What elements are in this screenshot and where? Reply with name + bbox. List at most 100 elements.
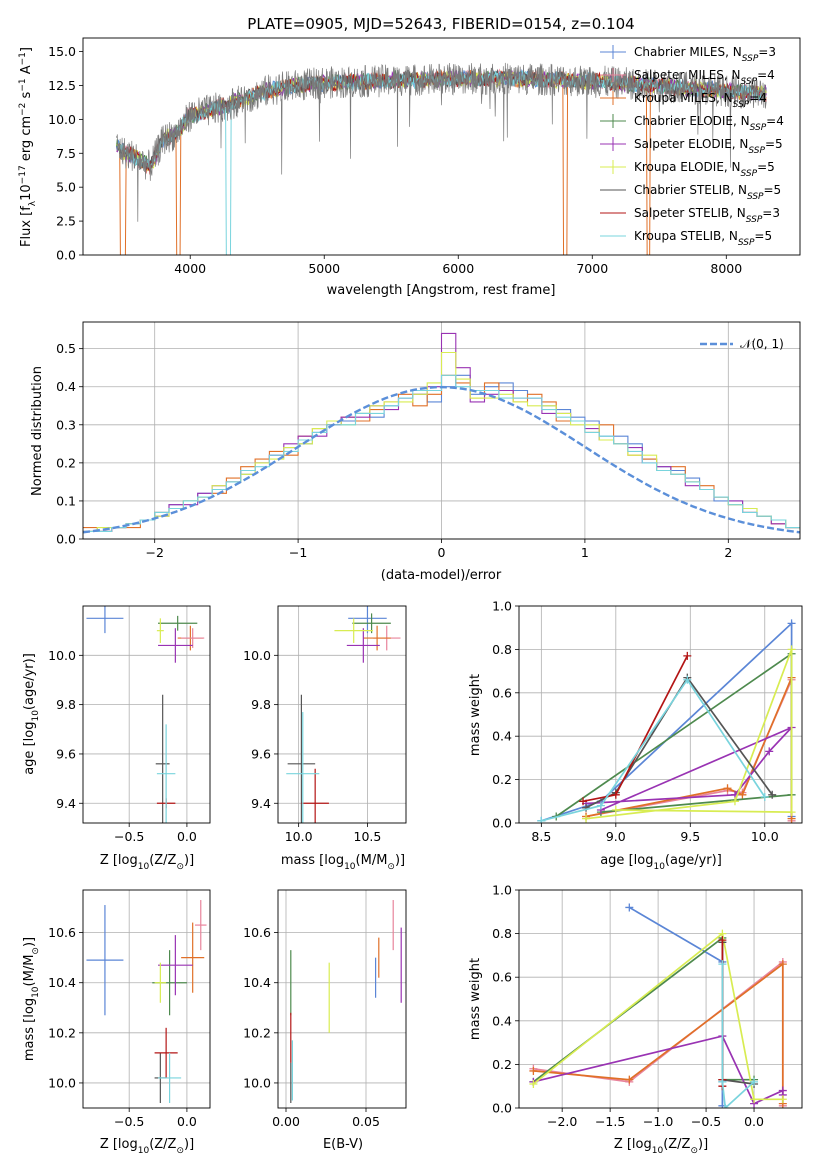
mass-weight-marker [596,801,605,810]
x-tick-label: 9.5 [680,829,700,844]
y-tick-label: 0.2 [56,455,76,470]
y-tick-label: 9.8 [56,697,76,712]
age-vs-metallicity-plot-area: −0.5 0.0 9.4 9.6 9.8 10.0 [48,605,211,844]
x-tick-label: −2.0 [547,1114,577,1129]
residuals-y-label: Normed distribution [30,366,45,496]
x-tick-label: −0.5 [114,829,144,844]
y-tick-label: 10.2 [48,1025,76,1040]
mass-weight-marker [625,903,634,912]
y-tick-label: 1.0 [492,599,512,614]
mass-weight-marker [787,645,796,654]
mass-weight-line [541,678,766,822]
y-tick-label: 15.0 [48,44,76,59]
x-tick-label: 0.0 [177,1114,197,1129]
mass-weight-marker [582,803,591,812]
y-tick-label: 10.0 [48,1075,76,1090]
mass-weight-vs-metallicity-plot-area: −2.0 −1.5 −1.0 −0.5 0.0 0.0 0.2 0.4 0.6 0.8 1.0 [492,883,803,1129]
x-tick-label: 2 [724,545,732,560]
plot-data-layer [286,606,401,823]
y-tick-label: 10.6 [243,925,271,940]
mass-weight-marker [787,808,796,817]
mass-weight-marker [718,936,727,945]
axis-frame [518,605,803,824]
y-tick-label: 10.0 [243,1075,271,1090]
y-tick-label: 9.6 [56,746,76,761]
legend-label: Salpeter STELIB, NSSP=3 [634,206,780,225]
residuals-x-label: (data-model)/error [381,568,502,583]
y-tick-label: 9.6 [251,746,271,761]
mass-vs-metallicity-plot-area: −0.5 0.0 10.0 10.2 10.4 10.6 [48,889,211,1129]
plot-data-layer [83,332,800,534]
legend-label: Chabrier STELIB, NSSP=5 [634,183,781,202]
mass-weight-marker [625,1075,634,1084]
spectrum-title: PLATE=0905, MJD=52643, FIBERID=0154, z=0… [247,15,634,33]
x-tick-label: 0.0 [744,1114,764,1129]
y-tick-label: 1.0 [492,883,512,898]
mass-weight-line [721,964,755,1108]
y-tick-label: 9.4 [56,796,76,811]
y-tick-label: 10.4 [243,975,271,990]
y-tick-label: 10.2 [243,1025,271,1040]
y-tick-label: 2.5 [56,214,76,229]
legend-label: Chabrier MILES, NSSP=3 [634,45,776,64]
mass-weight-marker [750,1095,759,1104]
mass-weight-marker [579,797,588,806]
mass-vs-extinction-plot-area: 0.00 0.05 10.0 10.2 10.4 10.6 [243,889,407,1129]
mass-weight-marker [683,675,692,684]
x-tick-label: 9.0 [606,829,626,844]
mass-weight-marker [683,651,692,660]
x-tick-label: 4000 [174,261,206,276]
age-vs-metallicity-y-label: age [log10(age/yr)] [22,653,41,775]
mass-weight-marker [750,1077,759,1086]
y-tick-label: 0.6 [492,970,512,985]
y-tick-label: 0.2 [492,1057,512,1072]
plot-data-layer [116,62,767,255]
y-tick-label: 0.8 [492,926,512,941]
mass-weight-vs-age-x-label: age [log10(age/yr)] [600,853,722,872]
axis-frame [518,889,803,1109]
x-tick-label: 0 [438,545,446,560]
spectrum-panel: PLATE=0905, MJD=52643, FIBERID=0154, z=0… [18,15,801,298]
y-tick-label: 0.1 [56,493,76,508]
legend-label: Kroupa ELODIE, NSSP=5 [634,160,775,179]
mass-weight-marker [778,960,787,969]
mass-vs-extinction-x-label: E(B-V) [323,1137,363,1152]
y-tick-label: 0.0 [492,816,512,831]
x-tick-label: 10.0 [751,829,779,844]
x-tick-label: −2 [145,545,163,560]
y-tick-label: 10.0 [48,648,76,663]
y-tick-label: 0.0 [56,248,76,263]
mass-weight-marker [738,790,747,799]
legend-label: Kroupa MILES, NSSP=4 [634,91,767,110]
mass-weight-vs-metallicity-panel: −2.0 −1.5 −1.0 −0.5 0.0 0.0 0.2 0.4 0.6 0.8 1.0 Z … [468,883,803,1156]
x-tick-label: 0.0 [177,829,197,844]
age-vs-mass-x-label: mass [log10(M/M⊙)] [281,853,405,872]
x-tick-label: −1.5 [595,1114,625,1129]
y-tick-label: 0.5 [56,341,76,356]
plot-data-layer [290,900,402,1103]
y-tick-label: 12.5 [48,78,76,93]
y-tick-label: 0.8 [492,642,512,657]
legend-label: Salpeter MILES, NSSP=4 [634,68,775,87]
mass-weight-marker [611,790,620,799]
y-tick-label: 0.4 [492,729,512,744]
x-tick-label: 10.0 [285,829,313,844]
x-tick-label: −0.5 [114,1114,144,1129]
mass-weight-marker [611,805,620,814]
plot-data-layer [529,903,787,1108]
y-tick-label: 10.6 [48,925,76,940]
gaussian-legend-label: 𝒩(0, 1) [740,337,784,351]
x-tick-label: −1 [289,545,307,560]
mass-weight-vs-metallicity-x-label: Z [log10(Z/Z⊙)] [614,1137,708,1156]
spectrum-x-label: wavelength [Angstrom, rest frame] [327,283,556,298]
mass-weight-marker [721,1104,730,1108]
mass-weight-marker [529,1066,538,1075]
x-tick-label: 6000 [442,261,474,276]
x-tick-label: 0.00 [272,1114,300,1129]
legend-label: Chabrier ELODIE, NSSP=4 [634,114,784,133]
y-tick-label: 10.4 [48,975,76,990]
mass-weight-marker [718,960,727,969]
age-vs-metallicity-panel: −0.5 0.0 9.4 9.6 9.8 10.0 Z [log10(Z/Z⊙)] age… [22,605,211,872]
spectrum-y-label: Flux [fλ10−17 erg cm−2 s−1 A−1] [18,47,38,247]
